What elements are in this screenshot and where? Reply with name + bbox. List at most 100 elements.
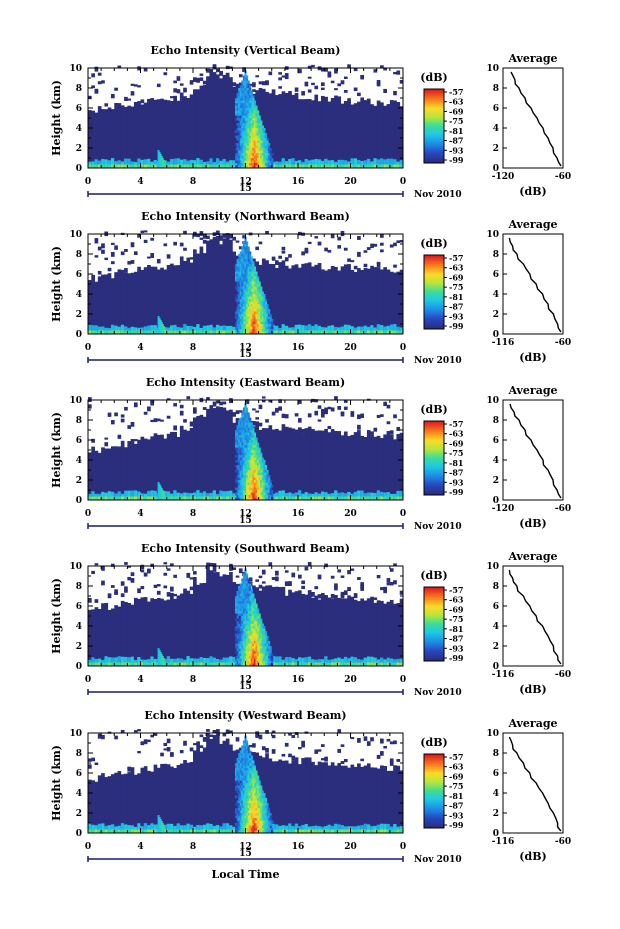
colorbar-tick-label: -75 [449,781,463,791]
colorbar-tick-label: -63 [449,97,464,107]
date-label: 15 [239,350,252,360]
y-tick-label: 4 [76,456,82,466]
month-year-label: Nov 2010 [414,855,462,865]
profile-y-tick-label: 6 [493,769,499,779]
y-tick-label: 8 [76,416,82,426]
colorbar-tick-label: -69 [449,438,464,448]
y-tick-label: 8 [76,582,82,592]
colorbar [424,421,444,496]
profile-y-tick-label: 10 [486,64,499,74]
x-tick-label: 20 [344,509,357,519]
panel-3: Echo Intensity (Eastward Beam) 0 2 4 6 8 10 Hei… [50,376,571,532]
colorbar-tick-label: -63 [449,429,464,439]
y-tick-label: 4 [76,124,82,134]
month-year-label: Nov 2010 [414,356,462,366]
profile-x-tick-label: -120 [492,504,515,514]
y-tick-label: 4 [76,622,82,632]
colorbar-tick-label: -81 [449,458,463,468]
date-label: 15 [239,184,252,194]
x-tick-label: 4 [137,675,143,685]
profile-y-tick-label: 10 [486,396,499,406]
colorbar-tick-label: -81 [449,624,463,634]
y-tick-label: 2 [76,642,82,652]
x-tick-label: 12 [239,842,252,852]
y-tick-label: 8 [76,84,82,94]
profile-y-tick-label: 4 [493,622,499,632]
profile-y-tick-label: 6 [493,602,499,612]
colorbar-tick-label: -99 [449,321,464,331]
x-tick-label: 4 [137,177,143,187]
colorbar-tick-label: -81 [449,292,463,302]
colorbar-tick-label: -57 [449,585,463,595]
profile-y-tick-label: 2 [493,642,499,652]
colorbar-tick-label: -87 [449,136,463,146]
profile-y-tick-label: 2 [493,809,499,819]
x-tick-label: 16 [292,343,305,353]
y-axis-label: Height (km) [50,246,63,322]
y-axis-label: Height (km) [50,578,63,654]
panel-title: Echo Intensity (Southward Beam) [141,542,350,555]
colorbar-tick-label: -81 [449,791,463,801]
x-tick-label: 20 [344,675,357,685]
colorbar-tick-label: -87 [449,634,463,644]
x-tick-label: 20 [344,177,357,187]
profile-y-tick-label: 6 [493,270,499,280]
x-tick-label: 4 [137,842,143,852]
profile-x-label: (dB) [519,517,546,530]
profile-y-tick-label: 0 [493,164,499,174]
average-profile-line [508,736,562,832]
y-tick-label: 6 [76,270,82,280]
y-tick-label: 10 [69,396,82,406]
profile-x-tick-label: -60 [555,504,571,514]
colorbar-tick-label: -69 [449,106,464,116]
panel-title: Echo Intensity (Westward Beam) [144,709,346,722]
colorbar-label: (dB) [420,237,447,250]
colorbar-tick-label: -63 [449,263,464,273]
colorbar-tick-label: -57 [449,752,463,762]
y-axis-label: Height (km) [50,80,63,156]
x-tick-label: 0 [85,177,91,187]
y-tick-label: 0 [76,662,82,672]
month-year-label: Nov 2010 [414,688,462,698]
y-tick-label: 2 [76,476,82,486]
y-tick-label: 6 [76,602,82,612]
profile-x-tick-label: -60 [555,172,571,182]
x-tick-label: 0 [400,675,406,685]
profile-y-tick-label: 0 [493,829,499,839]
y-axis-label: Height (km) [50,412,63,488]
y-tick-label: 10 [69,64,82,74]
profile-y-tick-label: 4 [493,456,499,466]
colorbar [424,255,444,330]
profile-y-tick-label: 4 [493,124,499,134]
x-tick-label: 12 [239,509,252,519]
profile-x-label: (dB) [519,351,546,364]
panel-4: Echo Intensity (Southward Beam) 0 2 4 6 8 10 He… [50,542,571,698]
colorbar [424,754,444,829]
profile-y-tick-label: 8 [493,582,499,592]
y-tick-label: 10 [69,729,82,739]
profile-x-label: (dB) [519,683,546,696]
profile-x-tick-label: -116 [492,670,515,680]
x-tick-label: 20 [344,343,357,353]
panel-title: Echo Intensity (Vertical Beam) [150,44,340,57]
colorbar-label: (dB) [420,736,447,749]
y-tick-label: 8 [76,250,82,260]
y-tick-label: 6 [76,769,82,779]
panel-1: Echo Intensity (Vertical Beam) 0 2 4 6 8 10 Hei… [50,44,571,200]
average-profile-line [508,569,562,665]
profile-y-tick-label: 10 [486,230,499,240]
x-tick-label: 12 [239,177,252,187]
profile-x-tick-label: -60 [555,670,571,680]
y-tick-label: 4 [76,290,82,300]
colorbar-label: (dB) [420,403,447,416]
x-tick-label: 0 [400,177,406,187]
average-profile-line [509,403,562,499]
x-tick-label: 8 [190,509,196,519]
profile-y-tick-label: 6 [493,436,499,446]
y-tick-label: 10 [69,230,82,240]
profile-title: Average [507,550,557,563]
echo-heatmap [88,396,404,501]
x-tick-label: 12 [239,343,252,353]
average-profile-line [508,237,562,333]
colorbar-tick-label: -69 [449,771,464,781]
